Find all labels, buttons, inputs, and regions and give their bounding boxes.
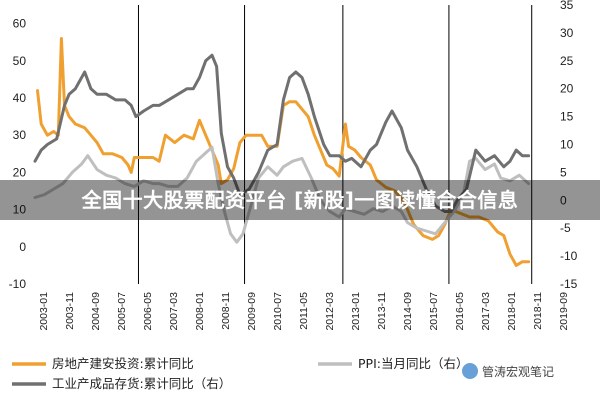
x-tick-label: 2008-01: [194, 292, 206, 331]
x-tick-label: 2018-01: [506, 292, 518, 331]
x-tick-label: 2009-09: [246, 292, 258, 331]
x-tick-label: 2008-11: [220, 292, 232, 330]
left-tick-label: 50: [13, 54, 27, 68]
wechat-logo-icon: [462, 363, 478, 379]
x-tick-label: 2015-07: [428, 292, 440, 331]
x-tick-label: 2016-05: [454, 292, 466, 331]
x-tick-label: 2003-11: [64, 292, 76, 330]
legend-label-1: PPI:当月同比（右）: [358, 356, 468, 371]
x-tick-label: 2014-09: [402, 292, 414, 331]
watermark: 管涛宏观笔记: [462, 360, 598, 382]
series-lines: [33, 37, 531, 267]
left-tick-label: 0: [19, 240, 26, 254]
watermark-text: 管涛宏观笔记: [482, 364, 555, 379]
x-tick-label: 2005-07: [116, 292, 128, 331]
right-axis-ticks: -15 -10 -5 0 5 10 15 20 25 30 35: [560, 0, 578, 291]
series-line-0: [36, 37, 531, 267]
right-tick-label: 30: [560, 26, 574, 40]
period-divider-lines: [137, 5, 533, 284]
right-tick-label: -15: [560, 277, 578, 291]
right-tick-label: 25: [560, 54, 574, 68]
x-axis-ticks: 2003-01 2003-11 2004-09 2005-07 2006-05 2007-…: [38, 292, 570, 331]
right-tick-label: -10: [560, 249, 578, 263]
left-tick-label: 40: [13, 91, 27, 105]
x-tick-label: 2006-05: [142, 292, 154, 331]
legend-label-2: 工业产成品存货:累计同比（右）: [52, 376, 231, 391]
left-tick-label: 30: [13, 128, 27, 142]
left-tick-label: 10: [13, 203, 27, 217]
right-tick-label: 35: [560, 0, 574, 12]
series-line-2: [33, 53, 531, 213]
left-tick-label: 20: [13, 165, 27, 179]
x-tick-label: 2011-05: [298, 292, 310, 330]
left-tick-label: -10: [9, 277, 27, 291]
right-tick-label: 15: [560, 110, 574, 124]
x-tick-label: 2010-07: [272, 292, 284, 331]
legend: 房地产建安投资:累计同比 PPI:当月同比（右） 工业产成品存货:累计同比（右）: [12, 356, 468, 391]
x-tick-label: 2013-01: [350, 292, 362, 331]
right-tick-label: 0: [560, 193, 567, 207]
right-tick-label: 5: [560, 165, 567, 179]
x-tick-label: 2004-09: [90, 292, 102, 331]
x-tick-label: 2019-09: [558, 292, 570, 331]
x-tick-label: 2018-11: [532, 292, 544, 330]
x-tick-label: 2017-03: [480, 292, 492, 331]
left-tick-label: 60: [13, 17, 27, 31]
x-tick-label: 2003-01: [38, 292, 50, 331]
overlay-banner-text: 全国十大股票配资平台 [新股]一图读懂合合信息: [81, 188, 519, 212]
x-tick-label: 2012-03: [324, 292, 336, 331]
legend-label-0: 房地产建安投资:累计同比: [52, 356, 194, 371]
left-axis-ticks: -10 0 10 20 30 40 50 60: [9, 17, 27, 291]
x-tick-label: 2013-11: [376, 292, 388, 330]
series-line-1: [33, 145, 531, 244]
right-tick-label: 10: [560, 138, 574, 152]
overlay-banner: [0, 180, 600, 220]
right-tick-label: 20: [560, 82, 574, 96]
right-tick-label: -5: [560, 221, 571, 235]
x-tick-label: 2007-03: [168, 292, 180, 331]
